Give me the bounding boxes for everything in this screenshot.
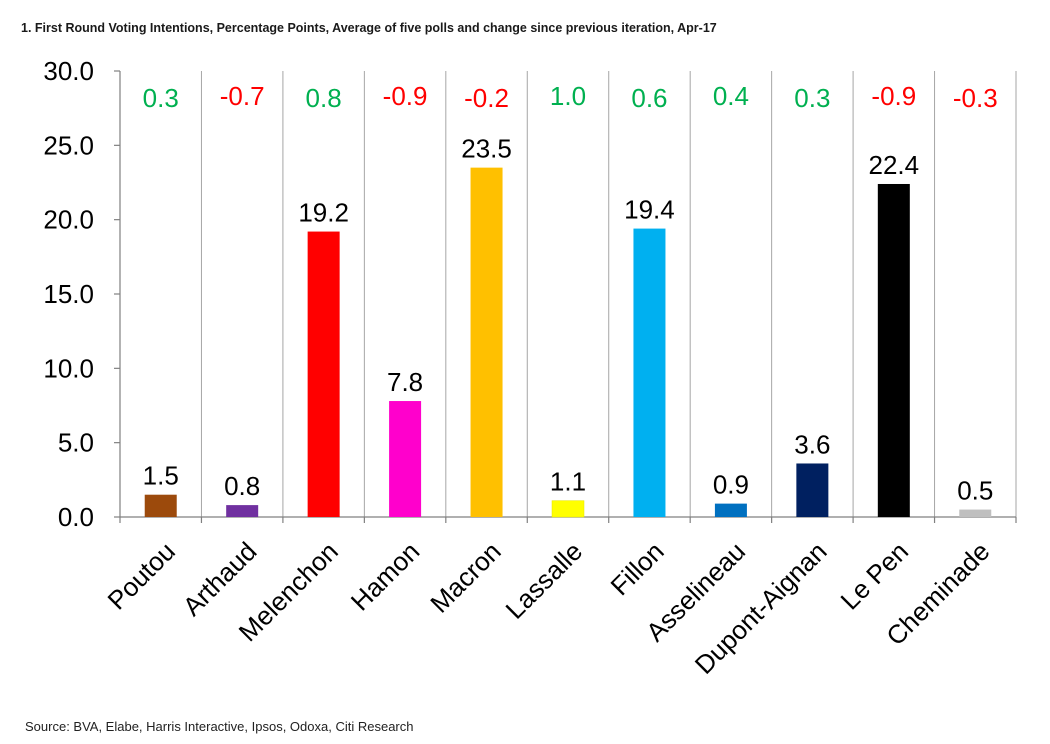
change-label: 0.3 <box>143 83 179 113</box>
change-label: 0.8 <box>306 83 342 113</box>
source-note: Source: BVA, Elabe, Harris Interactive, … <box>25 719 414 734</box>
change-label: 1.0 <box>550 81 586 111</box>
data-label: 23.5 <box>461 134 512 164</box>
bar-hamon <box>389 401 422 517</box>
bars <box>144 167 992 518</box>
y-tick-label: 30.0 <box>43 56 94 86</box>
axes: 0.0 5.0 10.0 15.0 20.0 25.0 30.0 <box>43 56 1017 532</box>
data-label: 0.5 <box>957 476 993 506</box>
y-tick-label: 0.0 <box>58 502 94 532</box>
y-tick-label: 15.0 <box>43 279 94 309</box>
data-label: 3.6 <box>794 429 830 459</box>
data-label: 0.8 <box>224 471 260 501</box>
change-label: -0.9 <box>871 81 916 111</box>
change-label: 0.3 <box>794 83 830 113</box>
bar-melenchon <box>307 231 340 517</box>
x-tick-label: Lassalle <box>500 536 589 625</box>
bar-dupont-aignan <box>796 463 829 517</box>
bar-lassalle <box>551 500 585 518</box>
change-label: -0.2 <box>464 83 509 113</box>
data-label: 1.1 <box>550 467 586 497</box>
x-tick-label: Poutou <box>101 536 180 615</box>
bar-le-pen <box>877 183 910 517</box>
bar-fillon <box>633 228 666 517</box>
data-label: 7.8 <box>387 367 423 397</box>
grid-lines <box>200 71 1017 517</box>
change-label: -0.7 <box>220 81 265 111</box>
x-tick-label: Le Pen <box>835 536 914 615</box>
labels: 1.50.3Poutou0.8-0.7Arthaud19.20.8Melench… <box>101 81 997 680</box>
change-label: 0.6 <box>631 83 667 113</box>
chart-title: 1. First Round Voting Intentions, Percen… <box>21 21 717 35</box>
bar-cheminade <box>959 509 992 517</box>
y-tick-label: 10.0 <box>43 353 94 383</box>
bar-arthaud <box>226 505 259 517</box>
x-tick-label: Hamon <box>345 536 425 616</box>
x-tick-label: Fillon <box>605 536 670 601</box>
change-label: 0.4 <box>713 81 749 111</box>
data-label: 19.2 <box>298 198 349 228</box>
bar-asselineau <box>714 503 747 517</box>
x-tick-label: Macron <box>424 536 507 619</box>
bar-poutou <box>144 494 177 517</box>
bar-macron <box>470 167 503 517</box>
y-tick-label: 5.0 <box>58 428 94 458</box>
y-tick-label: 20.0 <box>43 205 94 235</box>
data-label: 0.9 <box>713 470 749 500</box>
data-label: 1.5 <box>143 461 179 491</box>
data-label: 19.4 <box>624 195 675 225</box>
y-tick-label: 25.0 <box>43 130 94 160</box>
change-label: -0.9 <box>383 81 428 111</box>
data-label: 22.4 <box>869 150 920 180</box>
change-label: -0.3 <box>953 83 998 113</box>
